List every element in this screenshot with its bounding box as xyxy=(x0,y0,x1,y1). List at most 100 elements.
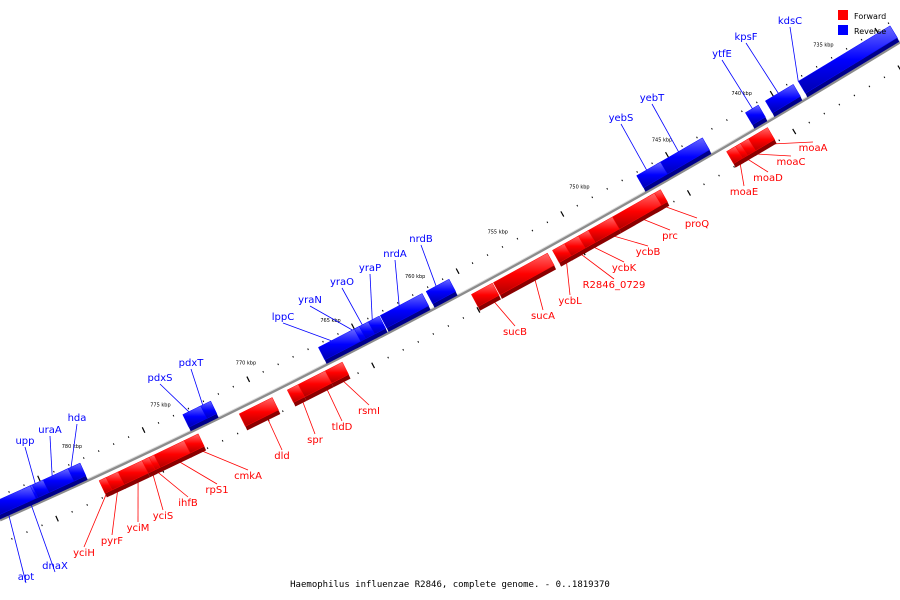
gene-feature-nrdB[interactable] xyxy=(425,278,456,305)
tick-mark xyxy=(681,145,683,148)
tick-mark xyxy=(755,101,758,104)
gene-feature-lppC[interactable] xyxy=(318,328,362,361)
tick-mark xyxy=(246,376,251,383)
gene-label-yciS[interactable]: yciS xyxy=(153,511,174,522)
gene-label-yciH[interactable]: yciH xyxy=(73,548,95,559)
gene-feature-shadow xyxy=(47,481,76,498)
gene-feature-spr[interactable] xyxy=(286,384,305,403)
tick-mark xyxy=(8,490,10,493)
tick-mark xyxy=(202,400,205,403)
gene-label-lppC[interactable]: lppC xyxy=(272,312,294,323)
leader-line xyxy=(175,459,218,485)
gene-feature-shadow xyxy=(148,469,157,478)
gene-label-kpsF[interactable]: kpsF xyxy=(734,32,757,43)
gene-label-yraP[interactable]: yraP xyxy=(359,263,381,274)
gene-label-ycbL[interactable]: ycbL xyxy=(558,296,582,307)
tick-mark xyxy=(868,85,871,88)
gene-label-uraA[interactable]: uraA xyxy=(38,425,62,436)
genome-backbone xyxy=(0,40,900,522)
gene-label-pdxT[interactable]: pdxT xyxy=(179,358,205,369)
gene-feature-moaE[interactable] xyxy=(726,145,743,164)
legend-forward-swatch xyxy=(838,10,848,20)
gene-feature-kpsF[interactable] xyxy=(764,83,801,114)
gene-label-dnaX[interactable]: dnaX xyxy=(42,561,68,572)
gene-label-ytfE[interactable]: ytfE xyxy=(712,49,732,60)
gene-label-yraO[interactable]: yraO xyxy=(330,277,354,288)
gene-label-proQ[interactable]: proQ xyxy=(685,219,709,230)
tick-mark xyxy=(560,211,565,217)
tick-mark xyxy=(11,537,13,540)
gene-label-moaA[interactable]: moaA xyxy=(799,143,828,154)
gene-feature-shadow xyxy=(733,158,745,168)
gene-label-ihfB[interactable]: ihfB xyxy=(178,498,198,509)
gene-feature-sucB[interactable] xyxy=(471,282,500,308)
tick-mark xyxy=(97,450,100,453)
gene-label-yraN[interactable]: yraN xyxy=(298,295,322,306)
gene-label-dld[interactable]: dld xyxy=(274,451,289,462)
tick-mark xyxy=(322,340,324,343)
tick-mark xyxy=(887,22,890,25)
gene-label-ycbB[interactable]: ycbB xyxy=(636,247,661,258)
gene-label-apt[interactable]: apt xyxy=(18,572,34,583)
tick-mark xyxy=(292,355,294,358)
legend-reverse-label: Reverse xyxy=(854,27,886,36)
tick-mark xyxy=(53,470,55,473)
gene-label-pdxS[interactable]: pdxS xyxy=(148,373,173,384)
gene-label-nrdB[interactable]: nrdB xyxy=(409,234,433,245)
tick-mark xyxy=(808,121,811,124)
gene-label-rpS1[interactable]: rpS1 xyxy=(205,485,228,496)
kbp-label: 755 kbp xyxy=(488,230,508,236)
gene-feature-pdxS[interactable] xyxy=(182,405,208,428)
gene-label-R2846_0729[interactable]: R2846_0729 xyxy=(583,280,646,291)
gene-label-upp[interactable]: upp xyxy=(15,436,34,447)
gene-label-moaD[interactable]: moaD xyxy=(753,173,783,184)
gene-feature-kdsC[interactable] xyxy=(797,25,898,94)
gene-label-yciM[interactable]: yciM xyxy=(127,523,150,534)
gene-label-kdsC[interactable]: kdsC xyxy=(778,16,802,27)
gene-label-sucA[interactable]: sucA xyxy=(531,311,555,322)
leader-line xyxy=(577,251,615,280)
gene-label-moaE[interactable]: moaE xyxy=(730,187,758,198)
gene-label-pyrF[interactable]: pyrF xyxy=(101,536,123,547)
gene-label-ycbK[interactable]: ycbK xyxy=(612,263,637,274)
gene-feature-dld[interactable] xyxy=(238,397,279,427)
gene-label-yebS[interactable]: yebS xyxy=(609,113,634,124)
tick-mark xyxy=(432,333,435,335)
gene-feature-yebS[interactable] xyxy=(636,161,668,189)
gene-feature-shadow xyxy=(805,37,900,98)
tick-mark xyxy=(217,393,220,395)
tick-mark xyxy=(606,187,609,190)
kbp-label: 780 kbp xyxy=(62,444,82,450)
tick-mark xyxy=(68,463,70,466)
tick-mark xyxy=(411,294,414,296)
gene-label-nrdA[interactable]: nrdA xyxy=(383,249,407,260)
gene-label-moaC[interactable]: moaC xyxy=(777,157,806,168)
tick-mark xyxy=(815,65,818,68)
gene-feature-shadow xyxy=(189,446,207,458)
tick-mark xyxy=(307,348,309,351)
tick-mark xyxy=(447,325,450,327)
gene-feature-apt[interactable] xyxy=(0,485,37,516)
gene-feature-ytfE[interactable] xyxy=(745,104,766,126)
tick-mark xyxy=(636,170,638,173)
gene-feature-shadow xyxy=(324,341,363,364)
gene-feature-sucA[interactable] xyxy=(493,252,555,296)
legend-reverse-swatch xyxy=(838,25,848,35)
label-leader-lines xyxy=(3,26,814,584)
gene-label-spr[interactable]: spr xyxy=(307,435,324,446)
gene-feature-ycbL[interactable] xyxy=(552,243,572,263)
gene-label-rsmI[interactable]: rsmI xyxy=(358,406,380,417)
gene-label-yebT[interactable]: yebT xyxy=(640,93,665,104)
tick-mark xyxy=(101,497,104,499)
kbp-label: 770 kbp xyxy=(236,361,256,367)
gene-feature-yciH[interactable] xyxy=(98,477,113,494)
gene-feature-nrdA[interactable] xyxy=(379,293,429,329)
gene-feature-shadow xyxy=(188,418,209,432)
gene-label-sucB[interactable]: sucB xyxy=(503,327,527,338)
gene-label-tldD[interactable]: tldD xyxy=(332,422,353,433)
leader-line xyxy=(282,322,332,342)
gene-label-hda[interactable]: hda xyxy=(68,413,87,424)
gene-label-prc[interactable]: prc xyxy=(662,231,678,242)
gene-label-cmkA[interactable]: cmkA xyxy=(234,471,262,482)
leader-line xyxy=(49,435,53,476)
